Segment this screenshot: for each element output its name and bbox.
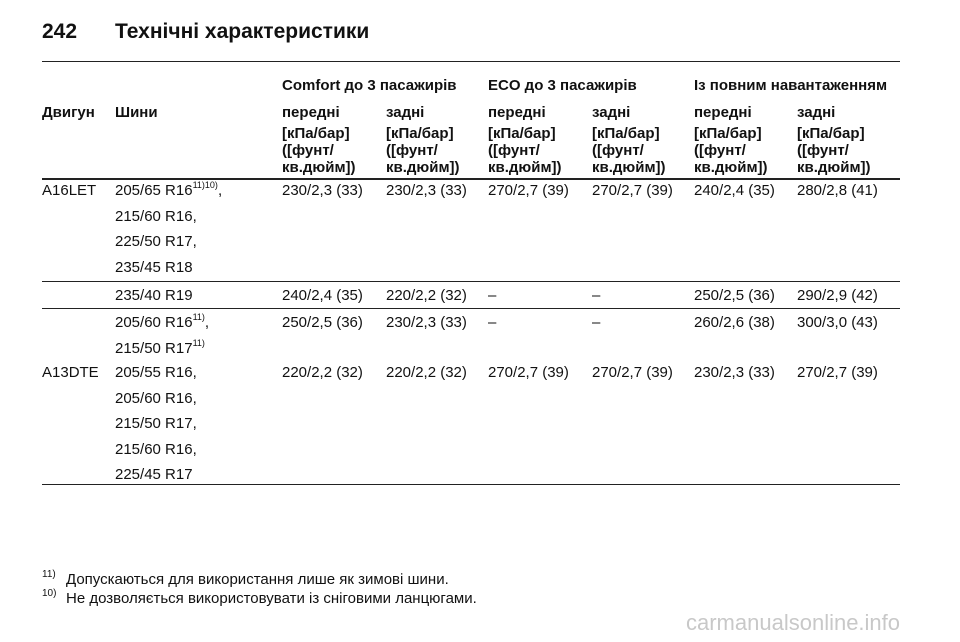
unit-header: [кПа/бар] ([фунт/ кв.дюйм]) [694,125,768,176]
tire-size-text: 225/45 R17 [115,466,193,483]
pressure: 240/2,4 (35) [694,182,775,199]
column-header: задні [386,104,425,121]
column-header: передні [282,104,340,121]
unit-header: [кПа/бар] ([фунт/ кв.дюйм]) [488,125,562,176]
tire-size: 225/45 R17 [115,466,193,484]
tire-size: 235/45 R18 [115,259,193,277]
unit-header: [кПа/бар] ([фунт/ кв.дюйм]) [592,125,666,176]
pressure: 220/2,2 (32) [386,287,467,304]
column-header: Шини [115,104,158,121]
footnote-ref: 11)10) [192,180,218,190]
tire-size: 205/55 R16, [115,364,197,382]
column-header: задні [797,104,836,121]
pressure: 270/2,7 (39) [488,364,569,381]
column-header: задні [592,104,631,121]
pressure: 220/2,2 (32) [386,364,467,381]
group-header: ECO до 3 пасажирів [488,77,637,94]
punctuation: , [204,314,210,331]
rule [42,484,900,485]
pressure: – [488,287,497,304]
tire-size: 225/50 R17, [115,233,197,251]
pressure: 270/2,7 (39) [488,182,569,199]
punctuation: , [217,182,223,199]
rule [42,61,900,62]
tire-size-text: 235/40 R19 [115,287,193,304]
tire-size-text: 205/65 R16 [115,182,193,199]
footnote-ref: 11) [192,312,205,322]
pressure: – [488,314,497,331]
pressure: 280/2,8 (41) [797,182,878,199]
pressure: 250/2,5 (36) [282,314,363,331]
tire-size: 205/65 R1611)10), [115,180,223,200]
footnote-text: Допускаються для використання лише як зи… [66,571,449,588]
footnote-mark: 10) [42,588,57,599]
tire-size: 215/60 R16, [115,441,197,459]
pressure: 230/2,3 (33) [386,182,467,199]
pressure: 240/2,4 (35) [282,287,363,304]
tire-size-text: 235/45 R18 [115,258,193,276]
pressure: 290/2,9 (42) [797,287,878,304]
tire-size: 205/60 R1611), [115,312,210,332]
tire-size: 215/60 R16, [115,208,197,226]
footnote-ref: 11) [192,337,205,348]
rule [42,308,900,309]
engine: A13DTE [42,364,99,381]
tire-size-text: 225/50 R17, [115,233,197,250]
engine: A16LET [42,182,97,199]
footnote-mark: 11) [42,569,56,580]
pressure: 230/2,3 (33) [386,314,467,331]
tire-size-text: 215/60 R16, [115,440,197,458]
column-header: передні [694,104,752,121]
tire-size-text: 205/60 R16 [115,314,193,331]
pressure: 220/2,2 (32) [282,364,363,381]
watermark: carmanualsonline.info [686,610,901,635]
tire-size-text: 215/50 R17, [115,415,197,432]
column-header: передні [488,104,546,121]
pressure: 230/2,3 (33) [282,182,363,199]
unit-header: [кПа/бар] ([фунт/ кв.дюйм]) [797,125,871,176]
page-number: 242 [42,20,78,43]
unit-header: [кПа/бар] ([фунт/ кв.дюйм]) [386,125,460,176]
pressure: 270/2,7 (39) [797,364,878,381]
rule [42,281,900,282]
rule [42,178,900,180]
pressure: 230/2,3 (33) [694,364,775,381]
group-header: Із повним навантаженням [694,77,888,94]
tire-size: 235/40 R19 [115,287,193,305]
pressure: 260/2,6 (38) [694,314,775,331]
tire-size-text: 205/60 R16, [115,389,197,407]
tire-size-text: 215/60 R16, [115,207,197,225]
pressure: 250/2,5 (36) [694,287,775,304]
pressure: – [592,314,601,331]
tire-size: 215/50 R1711) [115,337,205,358]
pressure: 270/2,7 (39) [592,182,673,199]
pressure: 270/2,7 (39) [592,364,673,381]
pressure: 300/3,0 (43) [797,314,878,331]
pressure: – [592,287,601,304]
unit-header: [кПа/бар] ([фунт/ кв.дюйм]) [282,125,356,176]
group-header: Comfort до 3 пасажирів [282,77,457,94]
tire-size-text: 215/50 R17 [115,339,193,357]
tire-size: 215/50 R17, [115,415,197,433]
tire-size-text: 205/55 R16, [115,364,197,381]
tire-size: 205/60 R16, [115,390,197,408]
footnote-text: Не дозволяється використовувати із сніго… [66,590,477,607]
page-title: Технічні характеристики [115,20,370,43]
column-header: Двигун [42,104,95,121]
